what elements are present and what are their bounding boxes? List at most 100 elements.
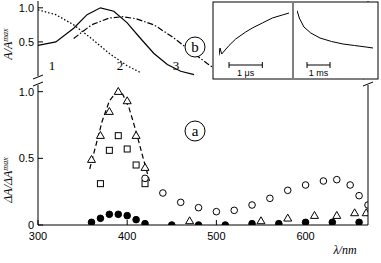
data-point [329, 219, 336, 225]
curve-label: 2 [117, 58, 124, 73]
data-point [141, 163, 149, 170]
data-point [284, 214, 292, 221]
data-point [97, 215, 104, 222]
data-point [195, 204, 202, 211]
scale-bar-end [262, 62, 263, 68]
data-point [356, 219, 363, 225]
axis-break [33, 75, 43, 79]
data-point [97, 181, 103, 187]
panel-label-circle [185, 121, 205, 141]
trace [219, 13, 289, 56]
axis-line [38, 85, 39, 225]
axis-line [38, 225, 368, 226]
y-tick-label: 0 [28, 219, 34, 231]
data-point [106, 211, 113, 218]
y-tick-label: 0.5 [19, 36, 34, 48]
x-tick [216, 220, 217, 225]
data-point [88, 219, 95, 225]
panel-label: b [191, 39, 199, 55]
y-tick-label: 1.0 [19, 2, 34, 14]
scale-bar [307, 65, 330, 66]
data-point [106, 147, 112, 153]
data-point [276, 220, 283, 225]
data-point [133, 162, 139, 168]
scale-bar [229, 65, 262, 66]
y-axis-label-text: ΔA/ΔA [1, 170, 15, 204]
inset-plot [219, 13, 289, 56]
data-point [160, 190, 167, 197]
plot-a [88, 87, 368, 225]
trace [297, 11, 373, 49]
data-line [90, 92, 150, 181]
curve-label: 3 [173, 58, 180, 73]
x-tick [127, 220, 128, 225]
data-point [213, 208, 220, 215]
inset-plot [297, 11, 373, 49]
data-point [133, 216, 140, 223]
data-point [186, 217, 194, 224]
data-line [74, 17, 221, 73]
data-point [124, 212, 131, 219]
y-tick [38, 41, 43, 42]
data-point [177, 199, 184, 206]
scale-bar-label: 1 μs [237, 68, 255, 78]
data-point [142, 220, 149, 225]
x-tick-label: 600 [296, 230, 314, 242]
scale-bar-end [307, 62, 308, 68]
inset-frame [213, 2, 378, 79]
data-point [347, 182, 354, 189]
panel-label-circle [185, 37, 205, 57]
x-tick-label: 300 [29, 230, 47, 242]
panel-label: a [192, 123, 199, 139]
figure: 12330040050060000.51.00.51.0ΔA/ΔAmaxA/Am… [0, 0, 381, 263]
x-tick [38, 220, 39, 225]
y-axis-label: A/Amax [1, 28, 16, 61]
x-tick-label: 500 [207, 230, 225, 242]
data-point [257, 217, 265, 224]
y-axis-label-text: A/A [1, 41, 15, 61]
y-tick-label: 0.5 [19, 152, 34, 164]
y-tick [38, 158, 43, 159]
data-point [249, 220, 256, 225]
y-tick [38, 7, 43, 8]
data-point [114, 87, 122, 94]
data-point [132, 131, 140, 138]
data-point [302, 219, 309, 225]
data-point [249, 202, 256, 209]
data-point [333, 211, 341, 218]
x-tick [305, 220, 306, 225]
data-point [320, 178, 327, 185]
data-point [362, 209, 368, 216]
axis-line [38, 1, 39, 76]
data-point [333, 176, 340, 183]
y-axis-label-sup: max [1, 157, 10, 171]
y-axis-label: ΔA/ΔAmax [1, 157, 16, 204]
data-point [115, 211, 122, 218]
y-tick [38, 225, 43, 226]
data-point [351, 209, 359, 216]
scale-bar-label: 1 ms [309, 68, 329, 78]
y-tick-label: 1.0 [19, 86, 34, 98]
data-point [310, 211, 318, 218]
y-axis-label-sup: max [1, 28, 10, 42]
data-point [124, 146, 130, 152]
data-point [356, 192, 363, 199]
axis-break [363, 82, 373, 86]
y-tick [38, 91, 43, 92]
data-point [267, 195, 274, 202]
data-point [105, 107, 113, 114]
data-point [284, 187, 291, 194]
data-point [142, 175, 149, 182]
data-point [123, 97, 131, 104]
data-point [115, 133, 121, 139]
x-axis-label: λ/nm [332, 243, 357, 257]
curve-label: 1 [49, 58, 56, 73]
data-point [231, 207, 238, 214]
scale-bar-end [229, 62, 230, 68]
x-tick-label: 400 [118, 230, 136, 242]
axis-line [368, 85, 369, 225]
inset-divider [293, 3, 294, 78]
data-point [96, 131, 104, 138]
axis-break [33, 82, 43, 86]
plot-b [38, 8, 221, 75]
